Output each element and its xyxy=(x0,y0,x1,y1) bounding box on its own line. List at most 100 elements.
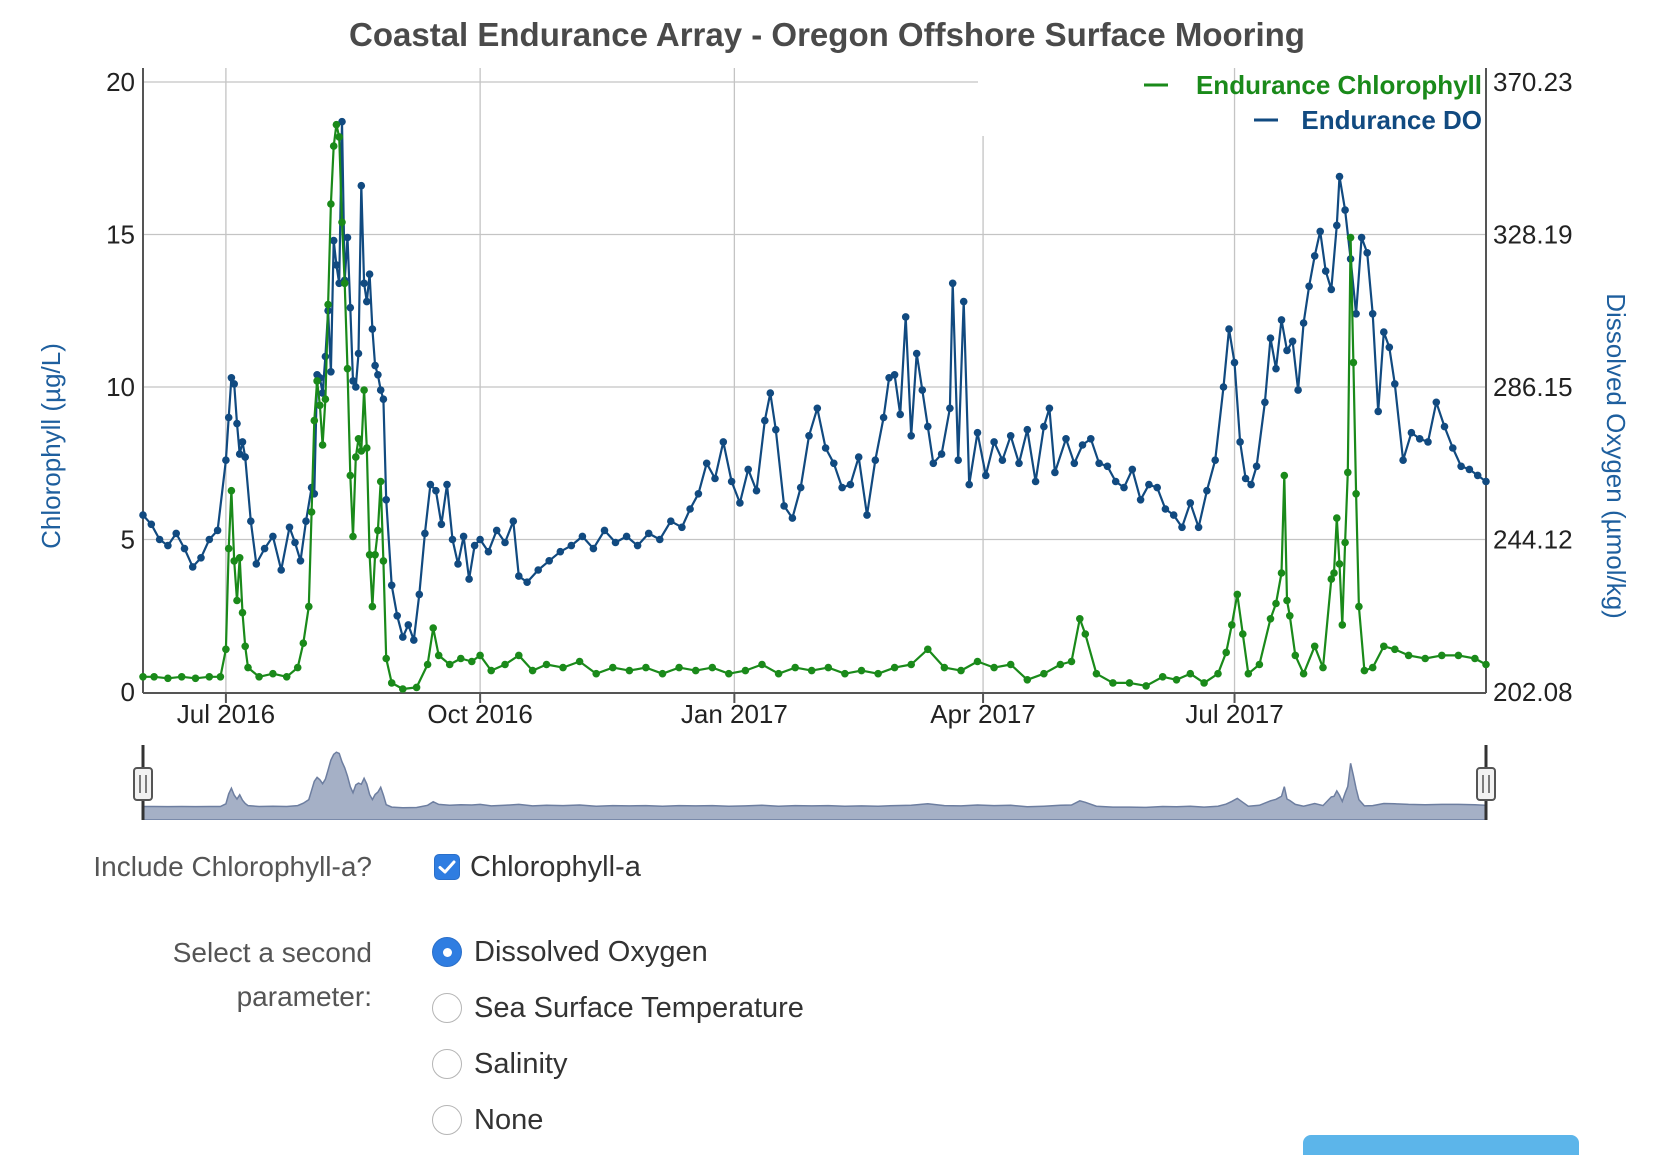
endurance-do-point[interactable] xyxy=(1288,337,1297,346)
endurance-do-point[interactable] xyxy=(233,419,241,428)
endurance-do-point[interactable] xyxy=(222,456,230,465)
endurance-do-point[interactable] xyxy=(761,416,769,425)
endurance-chlorophyll-point[interactable] xyxy=(139,673,147,681)
endurance-chlorophyll-point[interactable] xyxy=(349,532,357,541)
endurance-do-point[interactable] xyxy=(1385,343,1394,352)
endurance-chlorophyll-point[interactable] xyxy=(1330,569,1338,577)
navigator[interactable] xyxy=(133,745,1496,820)
endurance-do-point[interactable] xyxy=(780,502,788,510)
endurance-do-point[interactable] xyxy=(1391,380,1399,388)
endurance-do-point[interactable] xyxy=(982,471,990,480)
endurance-do-point[interactable] xyxy=(404,621,413,629)
endurance-do-point[interactable] xyxy=(509,517,518,525)
endurance-do-point[interactable] xyxy=(1186,499,1195,507)
endurance-do-point[interactable] xyxy=(260,544,269,553)
endurance-do-point[interactable] xyxy=(907,432,915,440)
endurance-chlorophyll-point[interactable] xyxy=(371,551,379,559)
endurance-chlorophyll-point[interactable] xyxy=(791,663,799,672)
endurance-do-point[interactable] xyxy=(213,526,222,535)
endurance-do-point[interactable] xyxy=(1432,398,1441,407)
endurance-chlorophyll-point[interactable] xyxy=(625,666,634,675)
endurance-do-point[interactable] xyxy=(896,410,904,419)
endurance-chlorophyll-point[interactable] xyxy=(324,300,332,309)
endurance-chlorophyll-point[interactable] xyxy=(1368,663,1377,672)
endurance-do-point[interactable] xyxy=(1153,483,1161,492)
endurance-do-point[interactable] xyxy=(476,535,484,544)
endurance-do-point[interactable] xyxy=(567,541,576,550)
endurance-do-point[interactable] xyxy=(470,541,479,550)
endurance-chlorophyll-point[interactable] xyxy=(973,657,982,666)
endurance-chlorophyll-point[interactable] xyxy=(299,639,308,647)
endurance-do-point[interactable] xyxy=(890,371,899,379)
endurance-do-point[interactable] xyxy=(492,526,501,535)
endurance-do-point[interactable] xyxy=(421,529,429,538)
endurance-chlorophyll-point[interactable] xyxy=(1291,651,1300,660)
endurance-do-point[interactable] xyxy=(711,474,719,483)
endurance-do-point[interactable] xyxy=(644,529,653,538)
endurance-do-point[interactable] xyxy=(1194,523,1203,532)
endurance-do-point[interactable] xyxy=(1225,325,1233,333)
endurance-do-point[interactable] xyxy=(1247,480,1255,489)
endurance-do-line[interactable] xyxy=(142,120,1487,642)
endurance-do-point[interactable] xyxy=(744,465,752,474)
endurance-chlorophyll-point[interactable] xyxy=(1076,615,1084,623)
endurance-do-point[interactable] xyxy=(556,547,565,556)
endurance-chlorophyll-point[interactable] xyxy=(1333,514,1341,522)
endurance-do-point[interactable] xyxy=(371,361,379,370)
endurance-do-point[interactable] xyxy=(736,499,744,507)
endurance-do-point[interactable] xyxy=(633,541,642,550)
endurance-do-point[interactable] xyxy=(354,349,363,358)
endurance-do-point[interactable] xyxy=(1407,428,1416,437)
endurance-do-point[interactable] xyxy=(374,371,382,379)
endurance-do-point[interactable] xyxy=(946,404,954,413)
endurance-chlorophyll-point[interactable] xyxy=(1283,596,1291,605)
endurance-do-point[interactable] xyxy=(329,236,338,245)
endurance-chlorophyll-point[interactable] xyxy=(708,663,717,672)
endurance-chlorophyll-point[interactable] xyxy=(387,679,396,687)
endurance-do-point[interactable] xyxy=(948,279,957,288)
endurance-chlorophyll-point[interactable] xyxy=(363,444,371,452)
endurance-chlorophyll-point[interactable] xyxy=(1299,669,1308,678)
endurance-do-point[interactable] xyxy=(1374,407,1382,416)
endurance-do-point[interactable] xyxy=(1473,471,1482,480)
endurance-do-point[interactable] xyxy=(534,566,542,574)
endurance-do-point[interactable] xyxy=(1335,172,1344,181)
endurance-do-point[interactable] xyxy=(1449,444,1457,452)
endurance-do-point[interactable] xyxy=(1363,249,1371,257)
endurance-chlorophyll-point[interactable] xyxy=(1125,679,1134,687)
navigator-right-handle[interactable] xyxy=(1476,767,1496,801)
endurance-chlorophyll-point[interactable] xyxy=(318,441,327,449)
endurance-do-point[interactable] xyxy=(752,486,761,495)
endurance-do-point[interactable] xyxy=(459,532,468,541)
endurance-do-point[interactable] xyxy=(830,459,838,468)
endurance-do-point[interactable] xyxy=(227,374,236,382)
endurance-chlorophyll-point[interactable] xyxy=(1266,615,1275,623)
endurance-do-point[interactable] xyxy=(180,544,189,553)
endurance-do-point[interactable] xyxy=(1051,468,1059,477)
endurance-chlorophyll-point[interactable] xyxy=(1319,663,1327,672)
endurance-do-point[interactable] xyxy=(432,486,440,495)
endurance-do-point[interactable] xyxy=(410,636,418,644)
endurance-do-point[interactable] xyxy=(959,297,968,306)
endurance-do-point[interactable] xyxy=(766,389,775,397)
endurance-do-point[interactable] xyxy=(611,538,620,547)
endurance-do-point[interactable] xyxy=(901,313,910,321)
legend[interactable]: Endurance Chlorophyll Endurance DO xyxy=(1144,70,1482,135)
option-sea-surface-temperature[interactable]: Sea Surface Temperature xyxy=(474,992,804,1024)
endurance-do-point[interactable] xyxy=(437,520,446,529)
endurance-do-point[interactable] xyxy=(379,395,388,404)
endurance-chlorophyll-point[interactable] xyxy=(227,486,236,495)
endurance-do-point[interactable] xyxy=(1023,425,1032,434)
endurance-do-point[interactable] xyxy=(805,432,813,440)
endurance-chlorophyll-point[interactable] xyxy=(609,663,617,672)
endurance-chlorophyll-point[interactable] xyxy=(890,663,899,672)
endurance-chlorophyll-point[interactable] xyxy=(399,685,407,693)
endurance-chlorophyll-point[interactable] xyxy=(335,133,344,141)
endurance-do-point[interactable] xyxy=(1352,310,1360,318)
endurance-chlorophyll-point[interactable] xyxy=(1200,679,1208,687)
endurance-chlorophyll-point[interactable] xyxy=(758,660,766,669)
endurance-chlorophyll-point[interactable] xyxy=(1344,468,1352,477)
endurance-do-point[interactable] xyxy=(965,480,973,489)
endurance-chlorophyll-point[interactable] xyxy=(374,526,382,535)
endurance-do-point[interactable] xyxy=(998,456,1007,465)
